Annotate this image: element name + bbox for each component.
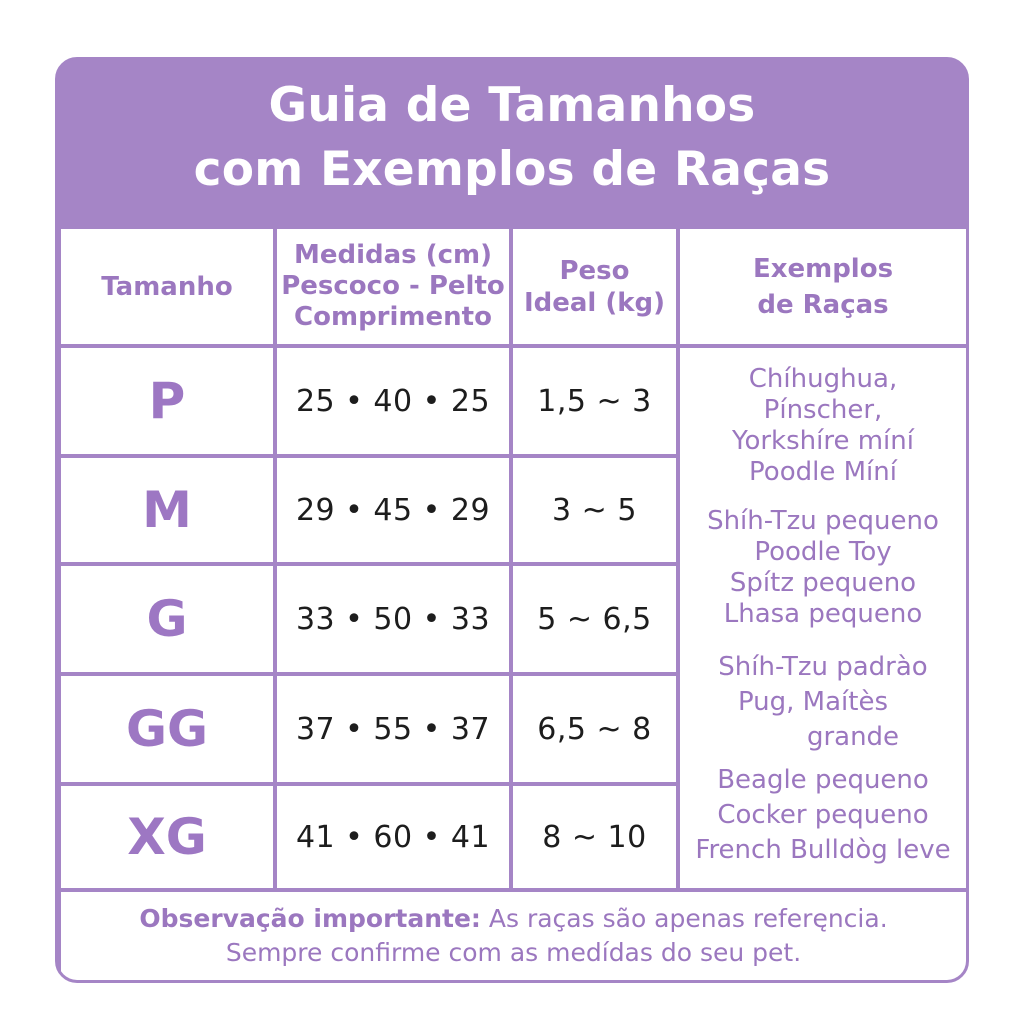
measures-cell-gg: 37 • 55 • 37	[277, 676, 509, 782]
column-header-breeds: Exemplos de Raças	[680, 229, 966, 344]
column-header-size: Tamanho	[61, 229, 273, 344]
measures-header-line-3: Comprimento	[294, 302, 492, 332]
breed-name: grande	[806, 722, 900, 752]
breed-name: Poodle Toy	[754, 537, 892, 567]
breed-name: Shíh-Tzu padrào	[718, 652, 928, 682]
measures-cell-g: 33 • 50 • 33	[277, 566, 509, 672]
note-text: As raças são apenas referęncia.	[480, 904, 888, 933]
title: Guia de Tamanhos com Exemplos de Raças	[58, 60, 966, 226]
breeds-column: Chíhughua, Pínscher, Yorkshíre míní Pood…	[680, 348, 966, 888]
size-guide-card: Guia de Tamanhos com Exemplos de Raças T…	[55, 57, 969, 983]
size-cell-g: G	[61, 566, 273, 672]
weight-cell-m: 3 ~ 5	[513, 458, 676, 562]
breed-name: French Bulldòg leve	[695, 835, 951, 865]
note-line-1: Observação importante: As raças são apen…	[139, 902, 887, 936]
size-cell-gg: GG	[61, 676, 273, 782]
column-header-weight: Peso Ideal (kg)	[513, 229, 676, 344]
breed-name: Pínscher,	[763, 395, 883, 425]
breed-name: Cocker pequeno	[717, 800, 929, 830]
size-cell-m: M	[61, 458, 273, 562]
breed-group-2: Shíh-Tzu pequeno Poodle Toy Spítz pequen…	[707, 506, 939, 630]
title-line-1: Guia de Tamanhos	[268, 78, 756, 133]
weight-header-line-2: Ideal (kg)	[523, 287, 666, 318]
breed-name: Beagle pequeno	[717, 765, 929, 795]
breed-group-4: Beagle pequeno Cocker pequeno French Bul…	[695, 763, 950, 868]
size-cell-xg: XG	[61, 786, 273, 888]
title-line-2: com Exemplos de Raças	[193, 142, 831, 197]
column-header-measures: Medidas (cm) Pescoco - Pelto Comprimento	[277, 229, 509, 344]
breed-name: Lhasa pequeno	[723, 599, 923, 629]
measures-header-line-1: Medidas (cm)	[294, 240, 492, 270]
column-header-size-label: Tamanho	[101, 271, 233, 302]
breeds-header-line-2: de Raças	[757, 289, 889, 320]
measures-cell-p: 25 • 40 • 25	[277, 348, 509, 454]
breed-name: Pug, Maítès	[737, 687, 889, 717]
breed-group-1: Chíhughua, Pínscher, Yorkshíre míní Pood…	[732, 364, 914, 488]
breed-name: Poodle Míní	[749, 457, 897, 487]
breed-name: Shíh-Tzu pequeno	[707, 506, 939, 536]
note-line-2: Sempre confirme com as medídas do seu pe…	[225, 938, 802, 967]
weight-cell-gg: 6,5 ~ 8	[513, 676, 676, 782]
note-label: Observação importante:	[139, 904, 481, 933]
measures-cell-m: 29 • 45 • 29	[277, 458, 509, 562]
size-cell-p: P	[61, 348, 273, 454]
breed-name: Yorkshíre míní	[732, 426, 914, 456]
weight-header-line-1: Peso	[559, 255, 630, 286]
measures-header-line-2: Pescoco - Pelto	[281, 271, 505, 301]
weight-cell-p: 1,5 ~ 3	[513, 348, 676, 454]
breed-name: Spítz pequeno	[729, 568, 917, 598]
breeds-header-line-1: Exemplos	[752, 253, 894, 284]
weight-cell-xg: 8 ~ 10	[513, 786, 676, 888]
weight-cell-g: 5 ~ 6,5	[513, 566, 676, 672]
breed-group-3: Shíh-Tzu padrào Pug, Maítès grande	[718, 650, 927, 755]
measures-cell-xg: 41 • 60 • 41	[277, 786, 509, 888]
breed-name: Chíhughua,	[748, 364, 898, 394]
footer-note: Observação importante: As raças são apen…	[61, 892, 966, 980]
